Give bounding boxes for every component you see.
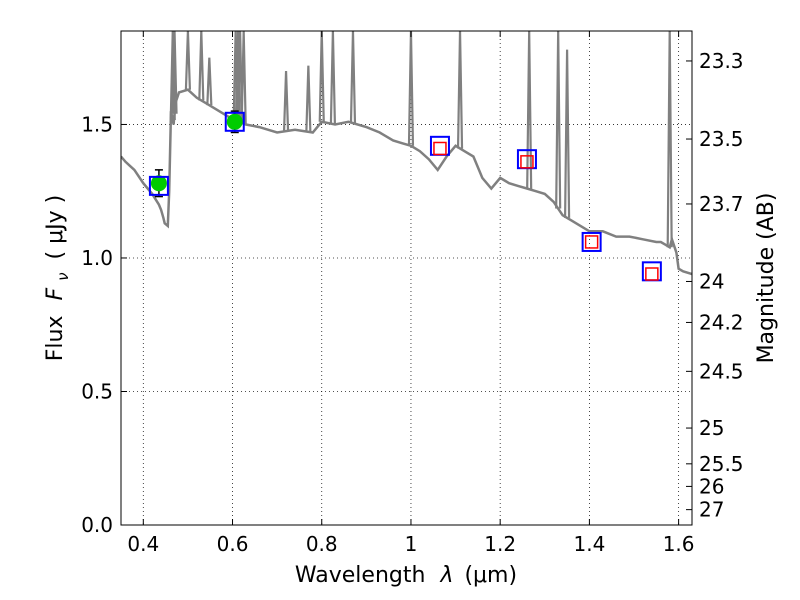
emission-line: [555, 31, 562, 209]
mag-tick-label: 23.7: [699, 192, 744, 216]
y-tick-label: 1.0: [81, 246, 113, 270]
mag-tick-label: 27: [699, 498, 724, 522]
emission-line: [407, 31, 415, 146]
ticks: 0.4 0.6 0.8 1 1.2 1.4 1.6 0.0 0.5 1.0 1.5 23.3 23.5 2…: [81, 31, 744, 556]
axes-frame: [120, 30, 693, 526]
model-sed-layer: [121, 31, 692, 276]
observed-point: [226, 113, 243, 130]
mag-tick-label: 25.5: [699, 452, 744, 476]
x-tick-label: 1.4: [573, 532, 605, 556]
mag-tick-label: 23.3: [699, 49, 744, 73]
emission-line: [305, 65, 312, 132]
x-tick-label: 1.6: [663, 532, 695, 556]
x-tick-label: 1: [405, 532, 418, 556]
emission-line: [206, 57, 213, 106]
mag-tick-label: 24: [699, 269, 724, 293]
x-tick-label: 1.2: [484, 532, 516, 556]
emission-line: [526, 31, 533, 190]
mag-tick-label: 26: [699, 474, 724, 498]
x-tick-label: 0.6: [217, 532, 249, 556]
x-axis-label: Wavelength λ (μm): [295, 563, 517, 588]
emission-line: [349, 31, 357, 124]
plot-area: [121, 31, 692, 525]
y-axis-label: Flux F ν ( μJy ): [43, 195, 74, 361]
model-photometry-square: [581, 231, 602, 252]
mag-tick-label: 25: [699, 416, 724, 440]
x-tick-label: 0.4: [127, 532, 159, 556]
red-photometry-square: [584, 235, 599, 249]
model-photometry-square: [148, 175, 169, 196]
y-tick-label: 0.0: [81, 513, 113, 537]
emission-line: [563, 49, 571, 218]
red-photometry-square: [433, 141, 447, 156]
emission-line: [329, 31, 336, 125]
mag-tick-label: 23.5: [699, 127, 744, 151]
observed-point: [150, 175, 167, 192]
model-photometry-square: [224, 111, 245, 132]
mag-tick-label: 24.2: [699, 310, 744, 334]
marker-layer: [148, 110, 662, 282]
y-tick-label: 1.5: [81, 112, 113, 136]
y-tick-label: 0.5: [81, 379, 113, 403]
red-photometry-square: [520, 155, 534, 169]
emission-line: [282, 71, 290, 132]
emission-line: [171, 31, 178, 114]
emission-line: [666, 31, 673, 248]
emission-line: [184, 31, 192, 90]
emission-line: [198, 31, 205, 101]
emission-line: [318, 31, 325, 122]
mag-tick-label: 24.5: [699, 359, 744, 383]
y2-axis-label: Magnitude (AB): [754, 193, 779, 364]
red-photometry-square: [645, 267, 659, 281]
x-tick-label: 0.8: [306, 532, 338, 556]
emission-line: [456, 31, 464, 149]
emission-line: [240, 31, 247, 124]
